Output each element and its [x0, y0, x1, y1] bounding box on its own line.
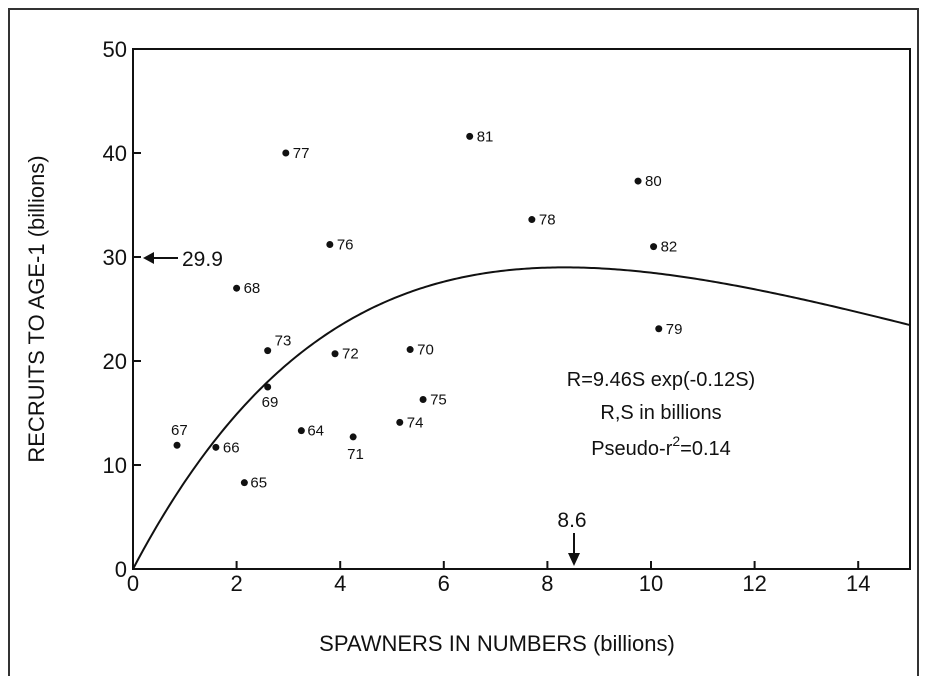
data-point	[264, 383, 272, 391]
data-point-label: 74	[407, 414, 424, 431]
data-point	[297, 427, 305, 435]
data-point	[650, 243, 658, 251]
data-point-label: 79	[666, 321, 683, 338]
ricker-curve	[132, 266, 911, 570]
y-tick-label: 50	[103, 37, 127, 62]
data-point	[331, 350, 339, 358]
units-label: R,S in billions	[600, 402, 721, 424]
optimal-spawners-annotation: 8.6	[557, 509, 587, 566]
data-point-label: 64	[307, 423, 324, 440]
max-recruits-annotation: 29.9	[143, 248, 223, 271]
x-tick-label: 10	[639, 571, 663, 596]
x-tick-label: 2	[230, 571, 242, 596]
optimal-spawners-label: 8.6	[557, 509, 586, 532]
data-point-label: 81	[477, 128, 494, 145]
max-recruits-arrowhead	[143, 252, 154, 264]
pseudo-r2-superscript: 2	[672, 433, 680, 449]
data-point	[282, 149, 290, 157]
x-tick-label: 14	[846, 571, 870, 596]
data-points: 64 65 66 67 68 69 70 71 72 73 74 75 76 77 78 79 80 81 82	[171, 128, 682, 491]
data-point	[466, 132, 474, 140]
x-tick-label: 12	[742, 571, 766, 596]
y-tick-label: 30	[103, 245, 127, 270]
pseudo-r2-prefix: Pseudo-r	[591, 438, 672, 460]
x-tick-label: 0	[127, 571, 139, 596]
y-tick-label: 40	[103, 141, 127, 166]
y-axis-title: RECRUITS TO AGE-1 (billions)	[24, 155, 49, 462]
data-point	[655, 325, 663, 333]
data-point-label: 82	[661, 239, 678, 256]
data-point-label: 69	[262, 394, 279, 411]
pseudo-r2-value: =0.14	[680, 438, 731, 460]
data-point-label: 78	[539, 212, 556, 229]
data-point-label: 66	[223, 439, 240, 456]
data-point-label: 77	[293, 145, 310, 162]
data-point-label: 71	[347, 446, 364, 463]
data-point	[396, 418, 404, 426]
data-point-label: 75	[430, 391, 447, 408]
plot-area	[132, 48, 911, 570]
y-tick-label: 10	[103, 453, 127, 478]
optimal-spawners-arrowhead	[568, 553, 580, 566]
data-point	[349, 433, 357, 441]
x-tick-label: 8	[541, 571, 553, 596]
data-point	[528, 216, 536, 224]
y-axis: 0 10 20 30 40 50	[103, 37, 141, 582]
data-point-label: 70	[417, 342, 434, 359]
equation-label: R=9.46S exp(-0.12S)	[567, 369, 755, 391]
chart-frame	[8, 8, 919, 676]
data-point-label: 65	[250, 475, 267, 492]
data-point-label: 67	[171, 422, 188, 439]
data-point-label: 76	[337, 237, 354, 254]
x-axis-title: SPAWNERS IN NUMBERS (billions)	[319, 631, 675, 656]
data-point	[240, 479, 248, 487]
data-point	[212, 443, 220, 451]
data-point-label: 72	[342, 346, 359, 363]
data-point	[233, 284, 241, 292]
data-point	[264, 347, 272, 355]
data-point	[634, 177, 642, 185]
data-point	[173, 441, 181, 449]
data-point-label: 68	[244, 280, 261, 297]
data-point-label: 80	[645, 173, 662, 190]
x-tick-label: 6	[438, 571, 450, 596]
y-tick-label: 20	[103, 349, 127, 374]
data-point	[406, 346, 414, 354]
max-recruits-label: 29.9	[182, 248, 223, 271]
pseudo-r2-label: Pseudo-r2=0.14	[591, 433, 731, 460]
data-point-label: 73	[275, 333, 292, 350]
y-tick-label: 0	[115, 557, 127, 582]
x-axis: 0 2 4 6 8 10 12 14	[127, 561, 870, 596]
data-point	[419, 395, 427, 403]
data-point	[326, 241, 334, 249]
x-tick-label: 4	[334, 571, 346, 596]
